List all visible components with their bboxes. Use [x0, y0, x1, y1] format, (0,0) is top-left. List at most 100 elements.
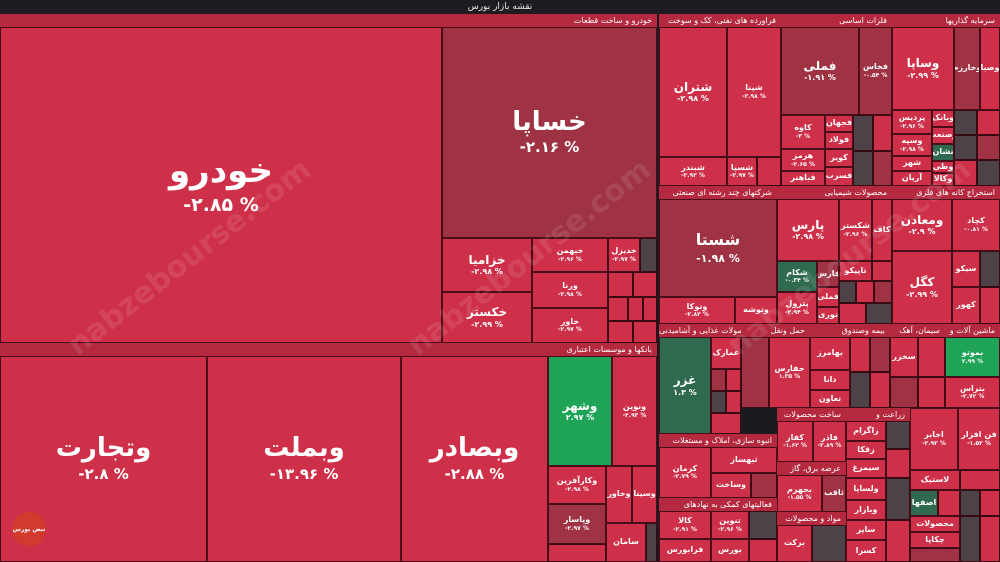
- sector-chem[interactable]: محصولات شیمیایی پارس -۲.۹۸ % شکستر -۲.۹۶…: [777, 186, 892, 324]
- tile-fkhas[interactable]: فخاس -۰.۵۴ %: [859, 27, 892, 115]
- sector-mining[interactable]: استخراج کانه های فلزی ومعادن -۲.۹ % کچاد…: [892, 186, 1000, 324]
- tile-tnvin[interactable]: تنوین -۲.۹۶ %: [711, 511, 749, 539]
- tile-shesapa[interactable]: شسپا -۲.۹۷ %: [727, 157, 757, 186]
- tile-pars[interactable]: پارس -۲.۹۸ %: [777, 199, 839, 261]
- tile-fbahonar[interactable]: فباهنر: [781, 171, 825, 186]
- tile-small[interactable]: [918, 337, 945, 377]
- tile-small[interactable]: [711, 369, 726, 391]
- sector-misc[interactable]: ولساپا وبازار سایر کسرا: [846, 478, 910, 562]
- tile-small[interactable]: [870, 337, 890, 372]
- tile-khakstr[interactable]: خکستر -۲.۹۹ %: [442, 292, 532, 343]
- tile-bahmaz[interactable]: بهامرز: [810, 337, 850, 370]
- tile-small[interactable]: [850, 372, 870, 408]
- tile-kaf[interactable]: کاف: [872, 199, 892, 261]
- tile-kvir[interactable]: کویر: [825, 149, 853, 167]
- tile-hafars[interactable]: حفارس ۱.۳۵ %: [769, 337, 810, 408]
- tile-small[interactable]: [870, 372, 890, 408]
- tile-eshfa[interactable]: اصفها: [910, 490, 938, 516]
- tile-arian[interactable]: آریان: [892, 171, 932, 186]
- tile-small[interactable]: [960, 470, 1000, 490]
- tile-kegol[interactable]: کگل -۲.۹۹ %: [892, 251, 952, 324]
- tile-nashen[interactable]: نشان: [932, 144, 954, 161]
- tile-small[interactable]: [839, 303, 866, 324]
- tile-small[interactable]: [608, 272, 633, 297]
- tile-small[interactable]: [839, 281, 856, 303]
- sector-oil[interactable]: فراورده های نفتی، کک و سوخت شتران -۲.۹۸ …: [659, 14, 781, 186]
- tile-small[interactable]: [749, 511, 777, 539]
- tile-small[interactable]: [749, 539, 777, 562]
- tile-farabrs[interactable]: فرابورس: [659, 539, 711, 562]
- sector-banks[interactable]: بانکها و موسسات اعتباری وتجارت -۲.۸ % وب…: [0, 343, 657, 562]
- sector-cement[interactable]: سیمان، آهک سخزر: [890, 324, 945, 408]
- sector-support[interactable]: فعالیتهای کمکی به نهادهای کالا -۲.۹۱ % ت…: [659, 498, 777, 562]
- tile-vrna[interactable]: ورنا -۲.۹۸ %: [532, 272, 608, 308]
- sector-food[interactable]: محصولات غذایی و آشامیدنی غزر ۱.۳ % عمارک: [659, 324, 741, 434]
- tile-small[interactable]: [548, 544, 606, 562]
- tile-vshahr[interactable]: وشهر ۲.۹۷ %: [548, 356, 612, 466]
- tile-small[interactable]: [751, 473, 777, 498]
- tile-small[interactable]: [886, 520, 910, 562]
- tile-small[interactable]: [757, 157, 781, 186]
- tile-fvlad[interactable]: فولاد: [825, 132, 853, 149]
- tile-vgtar[interactable]: وطی: [932, 161, 954, 173]
- tile-small[interactable]: [886, 449, 910, 478]
- sector-multi[interactable]: شرکتهای چند رشته ای صنعتی شستا -۱.۹۸ % و…: [659, 186, 777, 324]
- tile-small[interactable]: [874, 281, 892, 303]
- tile-small[interactable]: [628, 297, 643, 321]
- tile-vtvkaa[interactable]: وتوکا -۲.۸۲ %: [659, 297, 735, 324]
- tile-shbandar[interactable]: شبندر -۲.۹۲ %: [659, 157, 727, 186]
- tile-small[interactable]: [711, 413, 741, 434]
- sector-realestate[interactable]: انبوه سازی، املاک و مستغلات کرمان -۲.۷۹ …: [659, 434, 777, 498]
- tile-hormoz[interactable]: هرمز -۲.۶۵ %: [781, 149, 825, 171]
- tile-tavan[interactable]: تعاون: [810, 390, 850, 408]
- tile-small[interactable]: [643, 297, 657, 321]
- tile-small[interactable]: [960, 490, 980, 516]
- tile-bjohar[interactable]: بجهرم -۱.۵۵ %: [777, 475, 822, 512]
- tile-vkhavar[interactable]: وخاور: [606, 466, 632, 523]
- tile-sakhzar[interactable]: سخزر: [890, 337, 918, 377]
- tile-fakhr[interactable]: فاذر -۲.۸۹ %: [813, 421, 846, 462]
- tile-sakht[interactable]: وساخت: [711, 473, 751, 498]
- sector-transport[interactable]: حمل ونقل حفارس ۱.۳۵ %: [741, 324, 810, 408]
- tile-small[interactable]: [633, 321, 657, 343]
- tile-zagh2[interactable]: زقکا: [846, 441, 886, 459]
- sector-metals[interactable]: فلزات اساسی فملی -۱.۹۱ % فخاس -۰.۵۴ % کا…: [781, 14, 892, 186]
- tile-small[interactable]: [886, 478, 910, 520]
- tile-small[interactable]: [853, 151, 873, 186]
- sector-utility[interactable]: عرضه برق، گاز بجهرم -۱.۵۵ % ثاقب: [777, 462, 846, 512]
- tile-shkam[interactable]: شکام -۰.۳۴ %: [777, 261, 817, 292]
- tile-amarak[interactable]: عمارک: [711, 337, 741, 369]
- sector-insurance[interactable]: بیمه وصندوق بهامرز دانا تعاون: [810, 324, 890, 408]
- tile-kala[interactable]: کالا -۲.۹۱ %: [659, 511, 711, 539]
- tile-small[interactable]: [850, 337, 870, 372]
- sector-machinery[interactable]: ماشین آلات و بموتو ۲.۹۹ % بتراس -۲.۷۲ %: [945, 324, 1000, 408]
- tile-small[interactable]: [812, 525, 846, 562]
- tile-vkharazm[interactable]: وخارزم: [954, 27, 980, 110]
- tile-tehmaz[interactable]: ثبهساز: [711, 447, 777, 473]
- tile-kave[interactable]: کاوه -۳ %: [781, 115, 825, 149]
- tile-small[interactable]: [646, 523, 657, 562]
- tile-simorgh[interactable]: سیمرغ: [846, 459, 886, 478]
- tile-small[interactable]: [980, 251, 1000, 287]
- tile-kafaz[interactable]: کفاز -۱.۶۲ %: [777, 421, 813, 462]
- tile-small[interactable]: [890, 377, 918, 408]
- tile-shekastr[interactable]: شکستر -۲.۹۶ %: [839, 199, 872, 261]
- tile-vbsader[interactable]: وبصادر -۲.۸۸ %: [401, 356, 548, 562]
- tile-vsanat[interactable]: وصنعت: [932, 127, 954, 144]
- tile-khodro[interactable]: خودرو -۲.۸۵ %: [0, 27, 442, 343]
- tile-farus[interactable]: فارس: [817, 261, 839, 287]
- tile-vmaaden2[interactable]: ومعادن -۲.۹ %: [892, 199, 952, 251]
- tile-noori[interactable]: نوری: [817, 307, 839, 324]
- tile-lastik[interactable]: لاستیک: [910, 470, 960, 490]
- sector-auto[interactable]: خودرو و ساخت قطعات خودرو -۲.۸۵ % خساپا -…: [0, 14, 657, 343]
- tile-khavar[interactable]: خاور -۲.۹۷ %: [532, 308, 608, 343]
- tile-fameli[interactable]: فملی -۱.۹۱ %: [781, 27, 859, 115]
- tile-small[interactable]: [866, 303, 892, 324]
- tile-small[interactable]: [918, 377, 945, 408]
- tile-brakat[interactable]: برکت: [777, 525, 812, 562]
- tile-vkarafarin[interactable]: وکارآفرین -۲.۹۸ %: [548, 466, 606, 504]
- tile-small[interactable]: [954, 135, 977, 160]
- tile-zagh[interactable]: زاگرام: [846, 421, 886, 441]
- tile-simko[interactable]: سیکو: [952, 251, 980, 287]
- tile-saman[interactable]: سامان: [606, 523, 646, 562]
